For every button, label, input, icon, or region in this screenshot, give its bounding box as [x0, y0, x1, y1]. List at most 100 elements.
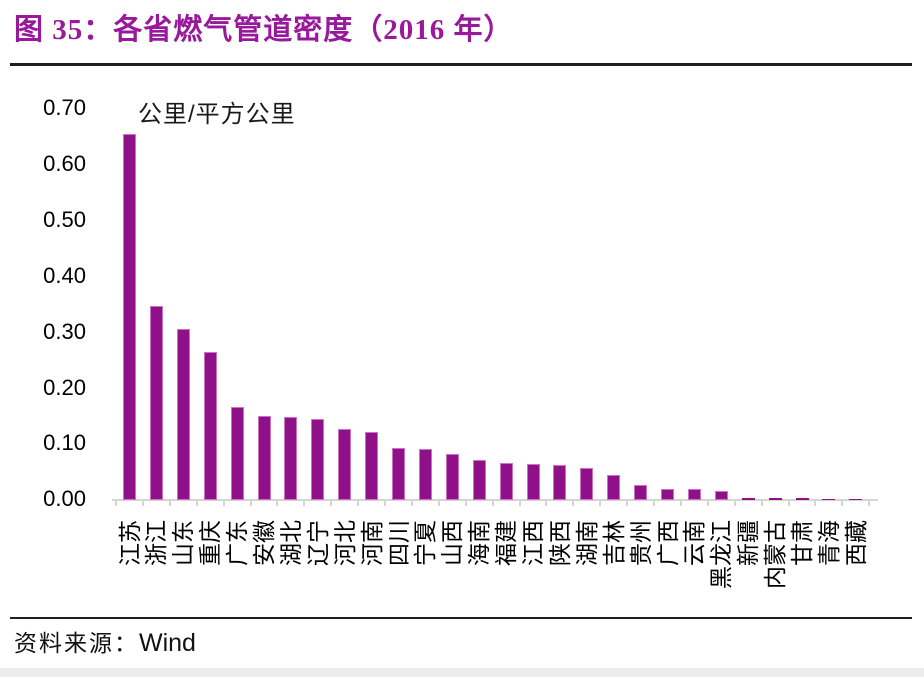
bar	[149, 306, 163, 500]
page-bottom-edge	[0, 668, 924, 677]
x-category-label: 甘肃	[789, 520, 815, 566]
x-category-label: 重庆	[197, 520, 224, 566]
x-category-label: 江苏	[116, 520, 143, 566]
x-axis-tick	[410, 500, 413, 506]
x-category-label: 青海	[815, 520, 842, 566]
bar	[203, 352, 217, 500]
x-category-label: 浙江	[143, 520, 170, 566]
bar	[634, 485, 648, 500]
bar	[580, 468, 594, 500]
bar	[822, 499, 836, 500]
x-axis-tick	[168, 500, 171, 506]
y-tick-label: 0.10	[43, 430, 86, 456]
bar	[607, 475, 621, 500]
bar	[553, 465, 567, 500]
x-category-label: 贵州	[627, 520, 654, 566]
y-tick-label: 0.00	[43, 486, 86, 512]
x-category-label: 吉林	[600, 520, 627, 566]
x-axis-tick	[249, 500, 252, 506]
x-category-label: 山西	[439, 520, 466, 566]
x-category-label: 黑龙江	[708, 520, 735, 589]
figure-title: 图 35：各省燃气管道密度（2016 年）	[14, 14, 514, 46]
bar	[257, 416, 271, 500]
y-tick-label: 0.70	[43, 95, 86, 121]
x-category-label: 四川	[385, 520, 412, 566]
x-category-label: 海南	[466, 520, 493, 566]
x-category-label: 湖南	[573, 520, 600, 566]
bar	[365, 432, 379, 500]
x-axis-line	[112, 499, 878, 501]
source-name: Wind	[139, 629, 196, 657]
x-category-label: 河北	[331, 520, 358, 566]
x-category-label: 西藏	[842, 520, 869, 566]
x-category-label: 广西	[654, 520, 681, 566]
x-axis-tick	[141, 500, 144, 506]
x-category-label: 湖北	[277, 520, 304, 566]
x-axis-tick	[357, 500, 360, 506]
x-axis-tick	[653, 500, 656, 506]
x-axis-tick	[760, 500, 763, 506]
x-axis-tick	[276, 500, 279, 506]
x-axis-tick	[115, 500, 118, 506]
bar	[311, 419, 325, 500]
bar	[176, 329, 190, 500]
x-axis-tick	[841, 500, 844, 506]
bar	[338, 429, 352, 500]
source-note: 资料来源：Wind	[14, 626, 196, 660]
x-axis-tick	[733, 500, 736, 506]
y-tick-label: 0.40	[43, 262, 86, 288]
y-tick-label: 0.20	[43, 374, 86, 400]
x-category-label: 广东	[224, 520, 251, 566]
x-axis-tick	[222, 500, 225, 506]
bar	[661, 489, 674, 500]
y-axis-unit-label: 公里/平方公里	[138, 101, 296, 128]
bar	[445, 454, 459, 500]
bar	[687, 489, 701, 500]
x-axis-tick	[195, 500, 198, 506]
bar	[392, 448, 405, 500]
bar	[284, 417, 298, 500]
x-axis-tick	[814, 500, 817, 506]
x-category-label: 内蒙古	[762, 520, 789, 589]
x-axis-tick	[303, 500, 306, 506]
x-category-label: 辽宁	[304, 520, 331, 566]
bar	[230, 407, 244, 500]
y-tick-label: 0.30	[43, 318, 86, 344]
x-axis-tick	[679, 500, 682, 506]
title-divider	[10, 63, 912, 66]
bar	[123, 134, 136, 500]
x-category-label: 陕西	[546, 520, 573, 566]
footer-divider	[10, 617, 912, 619]
x-axis-tick	[572, 500, 575, 506]
bar	[526, 464, 540, 500]
x-axis-tick	[437, 500, 440, 506]
x-axis-tick	[491, 500, 494, 506]
y-tick-label: 0.50	[43, 207, 86, 233]
x-axis-tick	[626, 500, 629, 506]
x-axis-tick	[787, 500, 790, 506]
x-axis-tick	[706, 500, 709, 506]
y-tick-label: 0.60	[43, 151, 86, 177]
x-category-label: 河南	[358, 520, 385, 566]
bar	[499, 463, 513, 500]
x-axis-tick	[599, 500, 602, 506]
x-category-label: 江西	[520, 520, 546, 566]
bar	[741, 498, 755, 500]
bar	[768, 498, 782, 500]
x-category-label: 安徽	[251, 520, 277, 566]
x-axis-tick	[464, 500, 467, 506]
x-axis-tick	[518, 500, 521, 506]
source-label: 资料来源：	[14, 631, 139, 656]
x-axis-tick	[545, 500, 548, 506]
bar	[472, 460, 486, 500]
x-category-label: 云南	[681, 520, 708, 566]
bar	[795, 498, 809, 500]
x-category-label: 山东	[170, 520, 197, 566]
x-axis-tick	[868, 500, 871, 506]
x-axis-tick	[384, 500, 387, 506]
bar	[714, 491, 728, 500]
x-category-label: 新疆	[735, 520, 762, 566]
x-category-label: 宁夏	[412, 520, 439, 566]
bar	[849, 499, 863, 500]
